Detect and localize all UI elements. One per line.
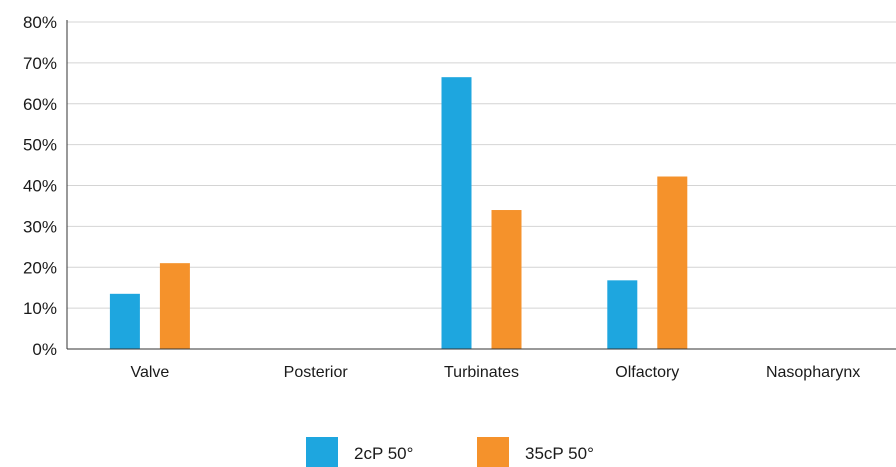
x-tick-label: Turbinates	[444, 364, 519, 381]
legend-label: 35cP 50°	[525, 444, 594, 463]
grid-lines	[67, 21, 896, 309]
axes	[66, 20, 896, 350]
bar-turbinates-series-1	[441, 77, 472, 350]
x-tick-label: Olfactory	[615, 364, 679, 381]
legend-swatch	[477, 437, 509, 467]
bars	[109, 77, 688, 350]
legend: 2cP 50° 35cP 50°	[306, 437, 594, 467]
y-tick-label: 50%	[23, 136, 57, 155]
y-tick-label: 20%	[23, 258, 57, 277]
bar-valve-series-1	[109, 293, 140, 349]
bar-olfactory-series-2	[657, 176, 688, 349]
y-tick-label: 80%	[23, 13, 57, 32]
x-tick-label: Nasopharynx	[766, 364, 860, 381]
y-tick-label: 70%	[23, 54, 57, 73]
bar-turbinates-series-2	[491, 210, 522, 349]
y-tick-label: 60%	[23, 95, 57, 114]
x-tick-label: Valve	[130, 364, 169, 381]
y-tick-label: 40%	[23, 177, 57, 196]
y-tick-label: 30%	[23, 217, 57, 236]
legend-label: 2cP 50°	[354, 444, 413, 463]
y-tick-label: 10%	[23, 299, 57, 318]
y-tick-labels: 0% 10% 20% 30% 40% 50% 60% 70% 80%	[23, 13, 57, 359]
bar-valve-series-2	[159, 263, 190, 349]
x-tick-label: Posterior	[284, 364, 349, 381]
y-tick-label: 0%	[32, 340, 57, 359]
legend-swatch	[306, 437, 338, 467]
x-tick-labels: Valve Posterior Turbinates Olfactory Nasopha…	[130, 364, 860, 381]
bar-olfactory-series-1	[607, 280, 638, 349]
